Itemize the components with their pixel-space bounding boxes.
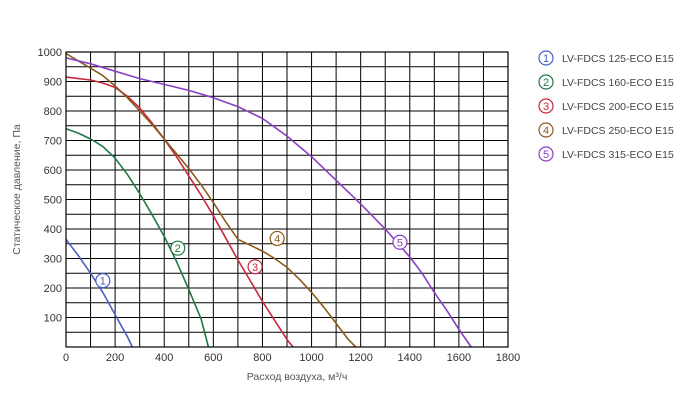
x-tick-label: 1800 [496,352,520,364]
series-line-1 [65,238,134,348]
legend-marker-label-4: 4 [543,125,549,137]
y-tick-label: 800 [44,106,62,118]
series-marker-label-1: 1 [100,276,106,288]
series-marker-4 [269,230,285,247]
series-marker-label-4: 4 [274,233,280,245]
y-tick-label: 200 [44,283,62,295]
y-tick-label: 500 [44,195,62,207]
y-tick-label: 900 [44,77,62,89]
series-marker-label-2: 2 [175,243,181,255]
y-tick-label: 300 [44,254,62,266]
legend: 1 LV-FDCS 125-ECO E15 2 LV-FDCS 160-ECO E15… [538,50,674,162]
legend-entry-4: LV-FDCS 250-ECO E15 [562,125,674,137]
x-tick-label: 600 [204,352,222,364]
legend-marker-1 [538,50,554,66]
series-line-4 [65,52,357,348]
legend-marker-2 [538,74,554,90]
y-tick-label: 600 [44,165,62,177]
y-tick-label: 700 [44,136,62,148]
legend-marker-3 [538,98,554,114]
series-marker-1 [95,273,111,289]
series-line-2 [65,127,210,348]
y-axis-label: Статическое давление, Па [11,124,23,255]
legend-marker-label-2: 2 [543,77,549,89]
legend-entry-1: LV-FDCS 125-ECO E15 [562,53,674,65]
series-marker-5 [392,234,408,250]
y-tick-label: 100 [44,313,62,325]
x-tick-label: 800 [253,352,271,364]
legend-marker-5 [538,146,554,162]
grid [66,52,508,347]
plot-frame [65,51,509,348]
x-tick-label: 1400 [398,352,422,364]
legend-marker-4 [538,122,554,138]
legend-marker-label-1: 1 [543,53,549,65]
series-marker-label-3: 3 [252,262,258,274]
x-tick-label: 200 [106,352,124,364]
series-marker-2 [170,240,186,256]
x-tick-label: 0 [63,352,69,364]
legend-marker-label-5: 5 [543,149,549,161]
x-axis-label: Расход воздуха, м³/ч [247,371,348,383]
series-line-3 [65,76,294,348]
x-tick-label: 1200 [348,352,372,364]
series-marker-3 [247,259,263,275]
series-marker-label-5: 5 [397,237,403,249]
tick-labels: 0 200 400 600 800 1000 1200 1400 1600 18001002003… [38,47,521,364]
legend-entry-2: LV-FDCS 160-ECO E15 [562,77,674,89]
x-tick-label: 400 [155,352,173,364]
series-lines [65,52,472,348]
y-tick-label: 1000 [38,47,62,59]
series-line-5 [65,57,472,348]
x-tick-label: 1000 [299,352,323,364]
x-tick-label: 1600 [447,352,471,364]
legend-marker-label-3: 3 [543,101,549,113]
series-markers: 1 2 3 4 5 [95,230,408,289]
legend-entry-5: LV-FDCS 315-ECO E15 [562,149,674,161]
y-tick-label: 400 [44,224,62,236]
legend-entry-3: LV-FDCS 200-ECO E15 [562,101,674,113]
